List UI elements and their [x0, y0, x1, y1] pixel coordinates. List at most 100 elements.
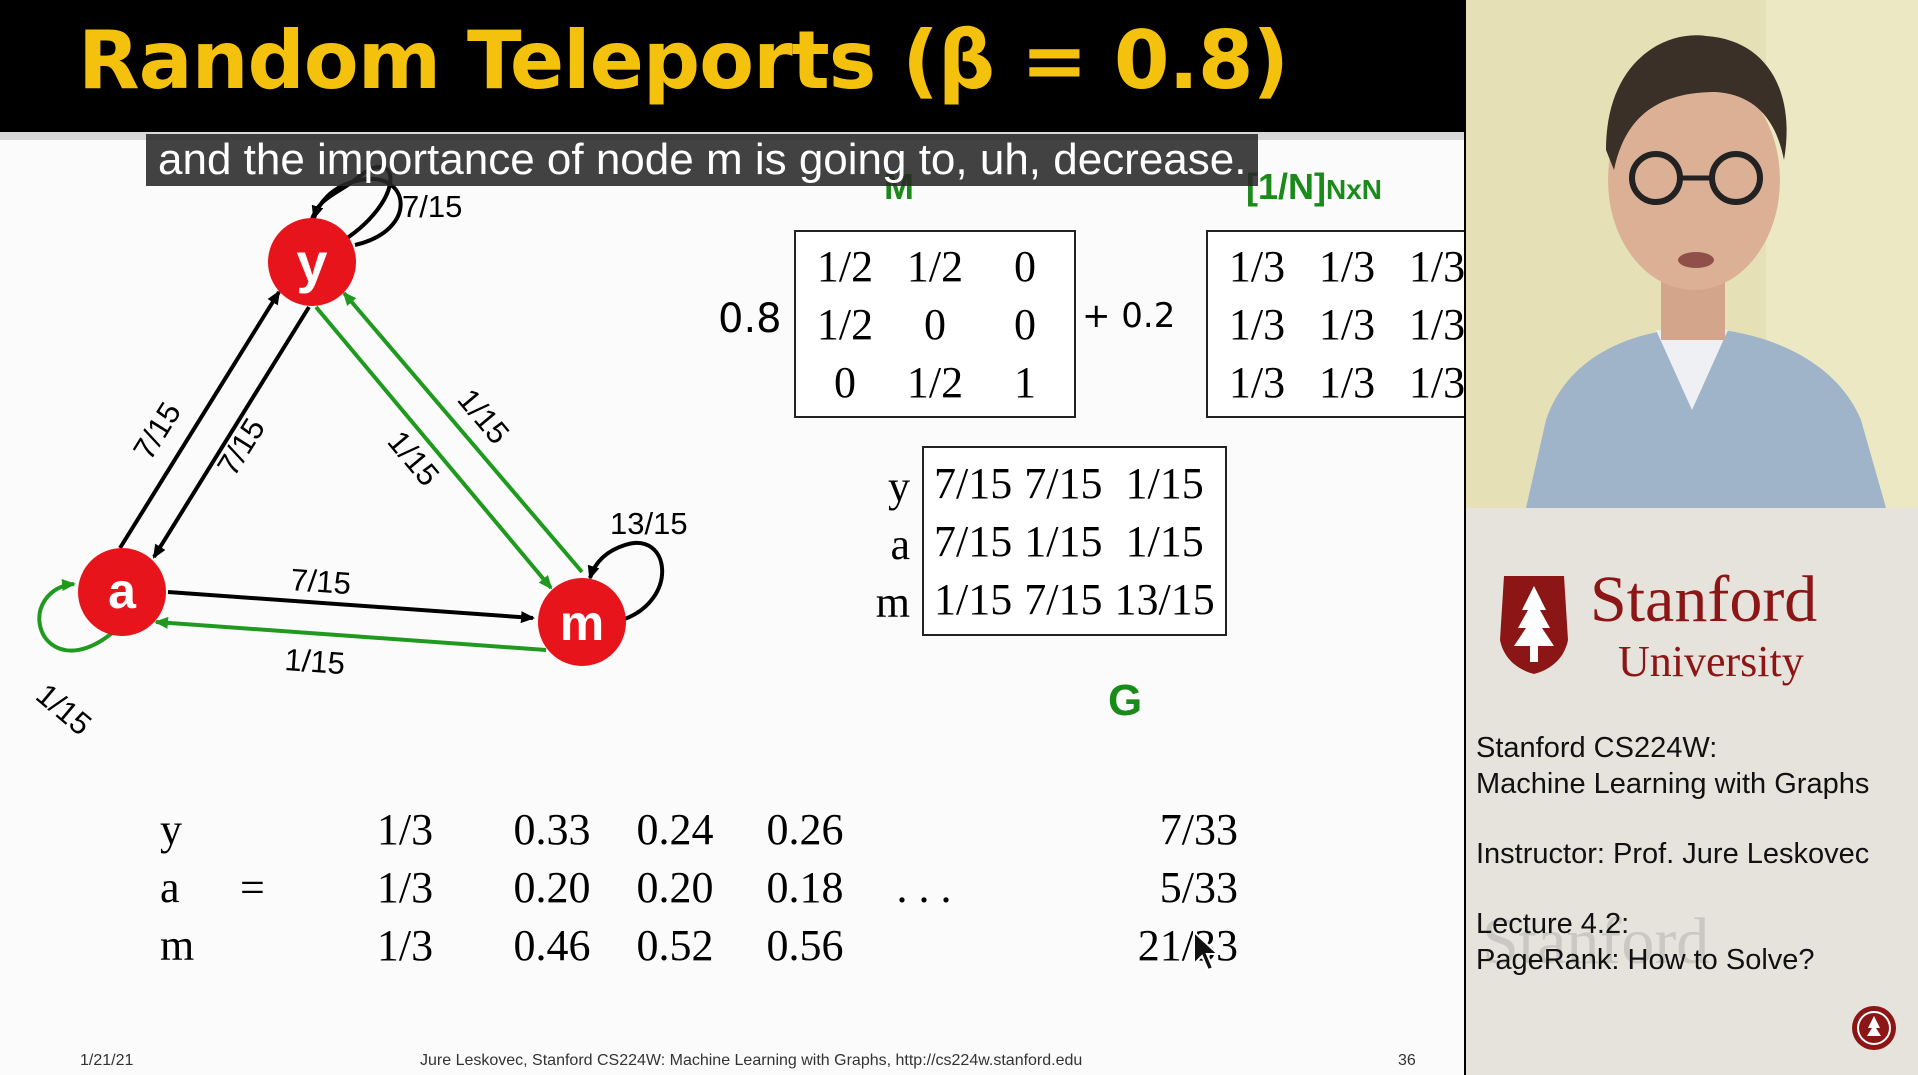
matrix-m-row: 1/2 1/2 0 — [800, 237, 1070, 295]
iteration-table: y 1/3 0.33 0.24 0.26 7/33 a = 1/3 0.20 0.20 0.18 . .… — [160, 800, 1238, 974]
matrix-g-row: 1/15 7/15 13/15 — [928, 570, 1221, 628]
matrix-teleport-subscript: NxN — [1326, 174, 1383, 205]
iteration-value: 1/3 — [376, 920, 434, 970]
iteration-ellipsis — [880, 916, 968, 974]
matrix-g-cell: 13/15 — [1114, 574, 1215, 624]
mouse-cursor-icon — [1193, 930, 1221, 972]
edge-label-m-to-y: 1/15 — [451, 382, 517, 451]
matrix-teleport-cell: 1/3 — [1318, 357, 1376, 407]
teleport-coefficient: + 0.2 — [1082, 296, 1176, 336]
edge-label-a-self: 1/15 — [30, 677, 99, 743]
node-y-label: y — [296, 231, 327, 294]
matrix-teleport-cell: 1/3 — [1228, 241, 1286, 291]
matrix-g-cell: 7/15 — [934, 458, 1013, 508]
iteration-ellipsis: . . . — [896, 862, 952, 912]
course-title-line1: Stanford CS224W: — [1476, 732, 1718, 764]
matrix-m-cell: 1 — [1014, 357, 1036, 407]
matrix-g-cell: 1/15 — [1125, 516, 1204, 566]
matrix-m-cell: 1/2 — [906, 241, 964, 291]
matrix-m-row: 0 1/2 1 — [800, 353, 1070, 411]
matrix-m-row: 1/2 0 0 — [800, 295, 1070, 353]
matrix-g-cell: 1/15 — [1125, 458, 1204, 508]
lecture-sidebar: Stanford University Stanford Stanford CS… — [1466, 0, 1918, 1075]
stanford-online-icon — [1852, 1006, 1896, 1050]
matrix-teleport-cell: 1/3 — [1408, 299, 1464, 349]
iteration-value: 0.20 — [636, 862, 714, 912]
iteration-value: 0.46 — [513, 920, 591, 970]
speaker-video — [1466, 0, 1918, 508]
node-m-label: m — [560, 595, 604, 651]
matrix-m-cell: 1/2 — [816, 299, 874, 349]
matrix-g-cell: 7/15 — [1024, 458, 1103, 508]
matrix-g-cell: 7/15 — [1024, 574, 1103, 624]
instructor-name: Instructor: Prof. Jure Leskovec — [1476, 838, 1870, 870]
iteration-value: 0.52 — [636, 920, 714, 970]
iteration-equals — [240, 916, 326, 974]
edge-label-y-to-a: 7/15 — [210, 412, 272, 482]
iteration-value: 1/3 — [376, 804, 434, 854]
matrix-g-row-labels: y a m — [868, 458, 910, 632]
matrix-teleport-cell: 1/3 — [1408, 241, 1464, 291]
edge-a-to-m — [167, 590, 535, 624]
stanford-tree-logo — [1500, 576, 1568, 674]
video-caption: and the importance of node m is going to… — [146, 134, 1259, 186]
matrix-g-row-label: m — [875, 578, 910, 627]
footer-credit: Jure Leskovec, Stanford CS224W: Machine … — [420, 1052, 1083, 1069]
matrix-teleport-cell: 1/3 — [1228, 357, 1286, 407]
iteration-value: 0.56 — [766, 920, 844, 970]
iteration-final-value: 5/33 — [1159, 862, 1238, 912]
iteration-node-label: y — [160, 804, 182, 854]
iteration-final-value: 7/33 — [1159, 804, 1238, 854]
iteration-value: 0.20 — [513, 862, 591, 912]
matrix-g-cell: 7/15 — [934, 516, 1013, 566]
edge-label-y-self: 7/15 — [402, 189, 462, 224]
university-wordmark: University — [1618, 637, 1804, 686]
iteration-row: m 1/3 0.46 0.52 0.56 21/33 — [160, 916, 1238, 974]
node-a-label: a — [108, 563, 137, 619]
slide-title: Random Teleports (β = 0.8) — [78, 14, 1289, 107]
edge-y-to-m — [314, 305, 553, 590]
edge-label-y-to-m: 1/15 — [381, 424, 447, 493]
iteration-final-value: 21/33 — [1137, 920, 1238, 970]
matrix-m-cell: 0 — [924, 299, 946, 349]
beta-coefficient: 0.8 — [718, 296, 782, 342]
graph-diagram: y a m 7/15 7/15 7/15 1/15 1/15 13/15 7/1… — [30, 165, 688, 743]
matrix-teleport-cell: 1/3 — [1228, 299, 1286, 349]
matrix-teleport-row: 1/3 1/3 1/3 — [1212, 353, 1464, 411]
edge-label-a-to-m: 7/15 — [290, 562, 353, 601]
matrix-g-row-label: a — [890, 520, 910, 569]
stanford-watermark: Stanford — [1482, 905, 1710, 978]
matrix-g-cell: 1/15 — [1024, 516, 1103, 566]
iteration-values: y 1/3 0.33 0.24 0.26 7/33 a = 1/3 0.20 0.20 0.18 . .… — [160, 800, 1238, 974]
matrix-teleport-row: 1/3 1/3 1/3 — [1212, 295, 1464, 353]
speaker-image — [1466, 0, 1918, 508]
iteration-ellipsis — [880, 800, 968, 858]
matrix-m-table: 1/2 1/2 0 1/2 0 0 0 1/2 1 — [800, 237, 1070, 411]
iteration-value: 0.26 — [766, 804, 844, 854]
matrix-g: 7/15 7/15 1/15 7/15 1/15 1/15 1/15 7/15 13/15 — [922, 446, 1227, 636]
matrix-teleport-cell: 1/3 — [1408, 357, 1464, 407]
title-bar: Random Teleports (β = 0.8) — [0, 0, 1464, 132]
matrix-teleport-row: 1/3 1/3 1/3 — [1212, 237, 1464, 295]
matrix-teleport-cell: 1/3 — [1318, 241, 1376, 291]
matrix-teleport: 1/3 1/3 1/3 1/3 1/3 1/3 1/3 1/3 1/3 — [1206, 230, 1464, 418]
iteration-row: y 1/3 0.33 0.24 0.26 7/33 — [160, 800, 1238, 858]
edge-label-m-to-a: 1/15 — [284, 642, 347, 681]
matrix-g-row: 7/15 1/15 1/15 — [928, 512, 1221, 570]
edge-label-m-self: 13/15 — [610, 506, 688, 541]
edge-m-to-a — [154, 616, 547, 652]
iteration-value: 0.33 — [513, 804, 591, 854]
matrix-g-table: 7/15 7/15 1/15 7/15 1/15 1/15 1/15 7/15 13/15 — [928, 454, 1221, 628]
node-m — [538, 578, 626, 666]
stanford-wordmark: Stanford — [1590, 563, 1818, 636]
iteration-value: 1/3 — [376, 862, 434, 912]
edge-y-to-a — [152, 305, 311, 559]
matrix-teleport-label: [1/N]NxN — [1246, 166, 1382, 208]
matrix-m-cell: 1/2 — [816, 241, 874, 291]
lecture-title: PageRank: How to Solve? — [1476, 944, 1815, 976]
matrix-g-row-label: y — [888, 462, 910, 511]
edge-m-self-loop — [587, 541, 665, 622]
matrix-g-row: 7/15 7/15 1/15 — [928, 454, 1221, 512]
matrix-g-label: G — [1108, 676, 1143, 725]
iteration-node-label: a — [160, 862, 180, 912]
